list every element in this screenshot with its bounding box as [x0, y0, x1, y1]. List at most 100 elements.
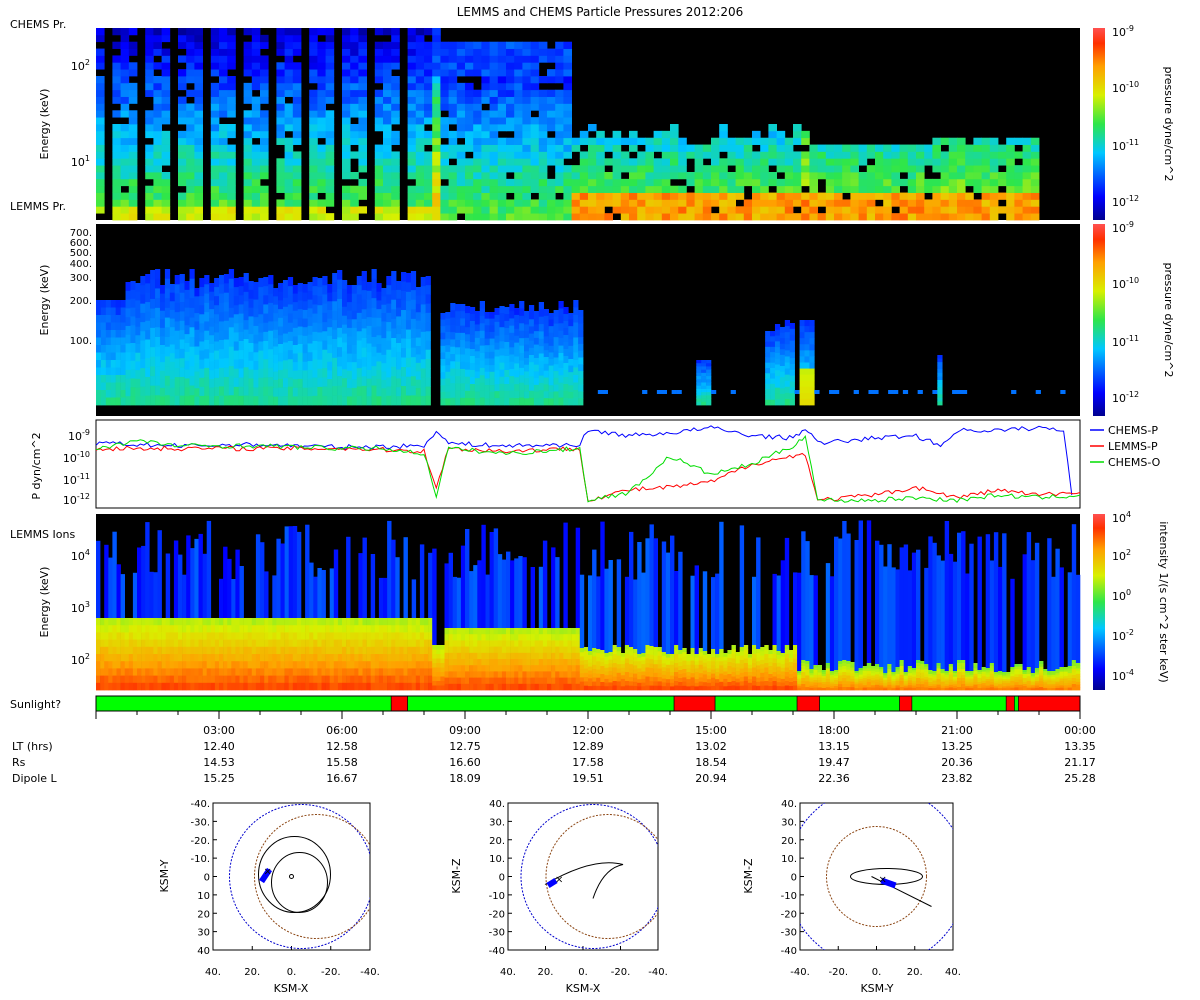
- chems-cell: [563, 192, 572, 200]
- chems-cell: [579, 172, 589, 180]
- ions-cell: [661, 682, 667, 687]
- chems-cell: [825, 199, 835, 207]
- lemms-pr-cell: [135, 335, 141, 345]
- ions-cell: [506, 640, 511, 647]
- chems-cell: [916, 158, 925, 166]
- ions-cell: [202, 675, 207, 684]
- ions-cell: [116, 654, 121, 662]
- lemms-pr-cell: [337, 318, 343, 329]
- ions-cell: [481, 677, 486, 685]
- chems-cell: [227, 165, 236, 173]
- lemms-pr-cell: [356, 395, 362, 406]
- lemms-pr-cell: [219, 349, 225, 359]
- lemms-pr-cell: [322, 368, 328, 378]
- ions-cell: [419, 646, 425, 655]
- lemms-pr-cell: [701, 385, 707, 390]
- chems-cell: [145, 55, 154, 63]
- lemms-pr-cell: [538, 390, 545, 399]
- ions-cell: [678, 662, 683, 667]
- lemms-pr-cell: [834, 390, 840, 394]
- lemms-pr-cell: [543, 384, 549, 392]
- ions-cell: [337, 668, 343, 676]
- ions-cell: [206, 618, 212, 626]
- ions-cell: [96, 661, 101, 669]
- lemms-pr-cell: [204, 275, 210, 285]
- chems-cell: [112, 172, 121, 180]
- lemms-pr-cell: [543, 322, 549, 330]
- ions-cell: [501, 671, 507, 678]
- ions-cell: [169, 632, 175, 640]
- chems-cell: [711, 199, 720, 207]
- lemms-pr-cell: [233, 359, 239, 370]
- ions-cell: [243, 654, 248, 662]
- lemms-pr-cell: [169, 318, 176, 328]
- chems-cell: [547, 48, 556, 56]
- lemms-pr-cell: [120, 382, 126, 391]
- ions-cell: [186, 646, 191, 655]
- ions-cell: [141, 545, 146, 618]
- chems-cell: [555, 55, 564, 63]
- lemms-pr-cell: [804, 338, 810, 345]
- ions-cell: [612, 685, 617, 691]
- chems-cell: [899, 178, 909, 187]
- chems-cell: [957, 151, 966, 159]
- lemms-pr-cell: [578, 391, 584, 399]
- ions-cell: [137, 618, 142, 626]
- lemms-pr-cell: [376, 396, 382, 406]
- ions-cell: [296, 625, 302, 633]
- lemms-pr-cell: [361, 347, 367, 358]
- ions-cell: [555, 677, 560, 685]
- lemms-pr-cell: [278, 352, 284, 362]
- ions-cell: [378, 639, 384, 648]
- ions-cell: [530, 634, 535, 641]
- lemms-pr-cell: [765, 399, 771, 406]
- lemms-pr-cell: [509, 354, 515, 363]
- chems-cell: [563, 124, 572, 132]
- ions-cell: [182, 654, 187, 662]
- chems-cell: [358, 185, 367, 193]
- chems-cell: [391, 206, 400, 214]
- chems-cell: [284, 103, 294, 111]
- lemms-pr-cell: [253, 352, 259, 362]
- chems-cell: [719, 165, 728, 173]
- ions-cell: [612, 676, 617, 682]
- chems-cell: [481, 165, 490, 173]
- lemms-pr-cell: [322, 377, 328, 387]
- ions-cell: [132, 572, 138, 618]
- lemms-pr-cell: [243, 357, 249, 368]
- lemms-pr-cell: [455, 318, 461, 327]
- lemms-pr-cell: [268, 358, 274, 369]
- chems-cell: [563, 178, 572, 187]
- chems-cell: [383, 130, 392, 139]
- lemms-pr-cell: [292, 387, 299, 397]
- ions-cell: [600, 654, 605, 659]
- lemms-pr-cell: [223, 376, 230, 387]
- lemms-pr-cell: [125, 299, 131, 309]
- ions-cell: [387, 654, 392, 662]
- lemms-pr-cell: [164, 298, 171, 309]
- lemms-pr-cell: [519, 375, 525, 384]
- lemms-pr-cell: [504, 328, 510, 336]
- chems-cell: [596, 158, 605, 166]
- chems-cell: [260, 69, 269, 77]
- lemms-pr-cell: [711, 390, 717, 394]
- chems-cell: [161, 55, 171, 63]
- chems-cell: [325, 158, 335, 166]
- chems-cell: [957, 165, 966, 173]
- chems-cell: [620, 158, 630, 166]
- lemms-pr-cell: [578, 357, 584, 365]
- lemms-pr-cell: [155, 395, 161, 406]
- lemms-pr-cell: [440, 319, 446, 327]
- chems-cell: [219, 55, 228, 63]
- ions-cell: [641, 656, 646, 661]
- chems-cell: [358, 144, 367, 152]
- ions-cell: [296, 618, 302, 626]
- chems-cell: [309, 28, 318, 36]
- chems-cell: [317, 172, 326, 180]
- lemms-pr-cell: [155, 356, 161, 367]
- ions-cell: [227, 682, 232, 691]
- pressure-ytick-1: 10-9: [68, 428, 90, 443]
- ions-cell: [682, 685, 687, 691]
- chems-cell: [653, 172, 663, 180]
- lemms-pr-cell: [174, 386, 180, 397]
